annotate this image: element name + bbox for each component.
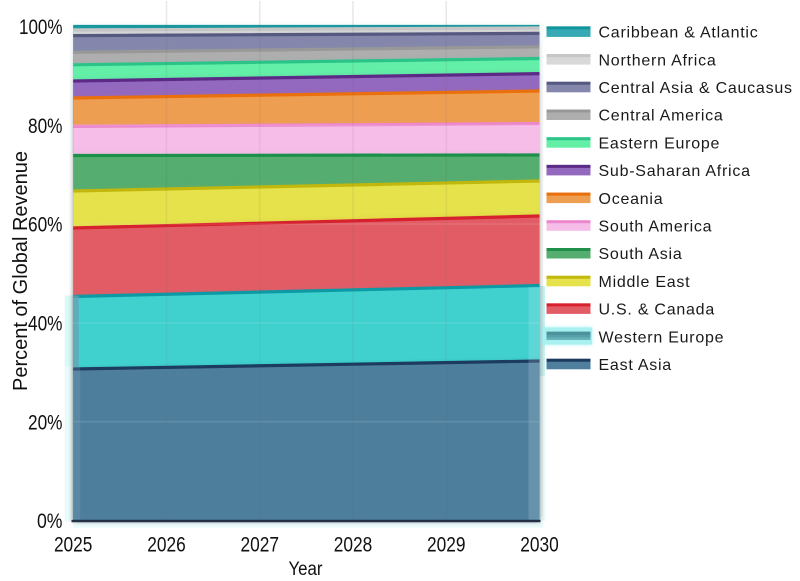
svg-text:100%: 100%	[19, 15, 63, 39]
svg-text:Percent of Global Revenue: Percent of Global Revenue	[10, 151, 32, 391]
svg-text:Sub-Saharan Africa: Sub-Saharan Africa	[599, 163, 751, 180]
svg-text:Northern Africa: Northern Africa	[599, 52, 717, 69]
svg-text:Central America: Central America	[599, 108, 724, 125]
svg-text:2030: 2030	[520, 533, 559, 557]
svg-text:0%: 0%	[37, 509, 63, 533]
svg-text:20%: 20%	[28, 410, 63, 434]
svg-text:South Asia: South Asia	[599, 246, 683, 263]
svg-text:Central Asia & Caucasus: Central Asia & Caucasus	[599, 80, 793, 97]
svg-text:60%: 60%	[28, 213, 63, 237]
svg-text:2025: 2025	[54, 533, 93, 557]
svg-text:80%: 80%	[28, 114, 63, 138]
svg-text:2027: 2027	[240, 533, 279, 557]
svg-text:U.S. & Canada: U.S. & Canada	[599, 302, 715, 319]
svg-text:Middle East: Middle East	[599, 274, 691, 291]
svg-text:Western Europe: Western Europe	[599, 329, 725, 346]
svg-text:Eastern Europe: Eastern Europe	[599, 135, 721, 152]
svg-text:Year: Year	[289, 559, 324, 580]
svg-text:Caribbean & Atlantic: Caribbean & Atlantic	[599, 25, 759, 42]
svg-text:2028: 2028	[334, 533, 373, 557]
svg-text:South America: South America	[599, 219, 713, 236]
svg-text:Oceania: Oceania	[599, 191, 664, 208]
svg-text:East Asia: East Asia	[599, 357, 672, 374]
svg-text:2026: 2026	[147, 533, 186, 557]
svg-text:40%: 40%	[28, 312, 63, 336]
svg-text:2029: 2029	[427, 533, 466, 557]
